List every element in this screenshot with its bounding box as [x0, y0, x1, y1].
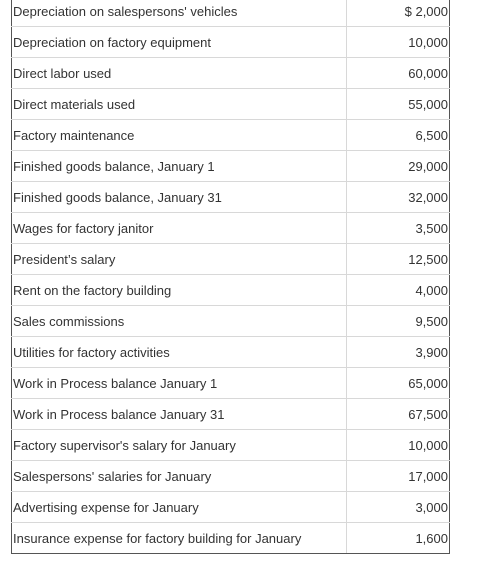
table-row: Factory supervisor's salary for January 1…	[11, 429, 450, 461]
item-label: Work in Process balance January 1	[11, 367, 347, 399]
table-row: Wages for factory janitor 3,500	[11, 212, 450, 244]
item-label: Direct labor used	[11, 57, 347, 89]
table-row: Depreciation on factory equipment 10,000	[11, 26, 450, 58]
item-label: Depreciation on salespersons' vehicles	[11, 0, 347, 27]
item-amount: 60,000	[346, 57, 450, 89]
item-label: President’s salary	[11, 243, 347, 275]
item-amount: 32,000	[346, 181, 450, 213]
item-amount: 3,900	[346, 336, 450, 368]
table-row: Work in Process balance January 1 65,000	[11, 367, 450, 399]
item-label: Advertising expense for January	[11, 491, 347, 523]
item-label: Insurance expense for factory building f…	[11, 522, 347, 554]
item-label: Wages for factory janitor	[11, 212, 347, 244]
item-amount: 6,500	[346, 119, 450, 151]
item-label: Work in Process balance January 31	[11, 398, 347, 430]
item-label: Factory maintenance	[11, 119, 347, 151]
table-row: Depreciation on salespersons' vehicles $ …	[11, 0, 450, 27]
table-row: Advertising expense for January 3,000	[11, 491, 450, 523]
table-row: Finished goods balance, January 31 32,000	[11, 181, 450, 213]
item-amount: 12,500	[346, 243, 450, 275]
item-amount: 67,500	[346, 398, 450, 430]
item-amount: 55,000	[346, 88, 450, 120]
item-label: Sales commissions	[11, 305, 347, 337]
item-label: Salespersons' salaries for January	[11, 460, 347, 492]
table-row: Direct labor used 60,000	[11, 57, 450, 89]
table-body: Depreciation on salespersons' vehicles $ …	[11, 0, 450, 554]
table-container: Depreciation on salespersons' vehicles $ …	[11, 0, 450, 554]
table-row: Sales commissions 9,500	[11, 305, 450, 337]
item-label: Direct materials used	[11, 88, 347, 120]
table-row: Direct materials used 55,000	[11, 88, 450, 120]
table-row: Rent on the factory building 4,000	[11, 274, 450, 306]
item-amount: $ 2,000	[346, 0, 450, 27]
item-label: Finished goods balance, January 1	[11, 150, 347, 182]
item-amount: 29,000	[346, 150, 450, 182]
table-row: Salespersons' salaries for January 17,000	[11, 460, 450, 492]
table-row: Factory maintenance 6,500	[11, 119, 450, 151]
item-amount: 4,000	[346, 274, 450, 306]
item-amount: 10,000	[346, 26, 450, 58]
item-amount: 3,500	[346, 212, 450, 244]
cost-table: Depreciation on salespersons' vehicles $ …	[11, 0, 450, 554]
table-row: Insurance expense for factory building f…	[11, 522, 450, 554]
item-label: Finished goods balance, January 31	[11, 181, 347, 213]
item-label: Utilities for factory activities	[11, 336, 347, 368]
item-amount: 1,600	[346, 522, 450, 554]
item-label: Depreciation on factory equipment	[11, 26, 347, 58]
item-amount: 17,000	[346, 460, 450, 492]
item-amount: 65,000	[346, 367, 450, 399]
table-row: Finished goods balance, January 1 29,000	[11, 150, 450, 182]
item-label: Factory supervisor's salary for January	[11, 429, 347, 461]
table-row: Utilities for factory activities 3,900	[11, 336, 450, 368]
table-row: Work in Process balance January 31 67,500	[11, 398, 450, 430]
item-label: Rent on the factory building	[11, 274, 347, 306]
item-amount: 10,000	[346, 429, 450, 461]
item-amount: 3,000	[346, 491, 450, 523]
item-amount: 9,500	[346, 305, 450, 337]
table-row: President’s salary 12,500	[11, 243, 450, 275]
